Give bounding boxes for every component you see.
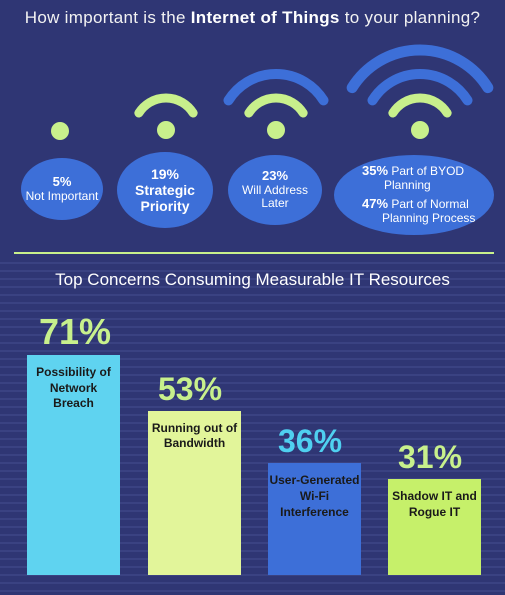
bar-value-label: 53% (158, 370, 223, 407)
bubble-label-line2: Later (261, 196, 289, 211)
bar-value-label: 31% (398, 438, 463, 475)
bubble-entry-byod: 35% Part of BYOD (362, 163, 475, 179)
bubble-pct: 47% (362, 196, 389, 211)
bar-category-line: Network (49, 380, 98, 395)
bubble-entry-normal: 47% Part of Normal (362, 196, 475, 212)
page-title: How important is the Internet of Things … (0, 8, 505, 28)
bubble-byod-planning: 35% Part of BYOD Planning 47% Part of No… (334, 155, 494, 235)
bar-category-line: Shadow IT and (392, 488, 477, 503)
wifi-dot-icon (267, 121, 285, 139)
wifi-dot-icon (51, 122, 69, 140)
wifi-dot-icon (157, 121, 175, 139)
bar-category-label: User-Generated Wi-Fi Interference (268, 473, 361, 520)
wifi-arc-icon (346, 44, 494, 94)
wifi-dot-icon (411, 121, 429, 139)
bubble-strategic-priority: 19% Strategic Priority (117, 152, 213, 228)
bar-1: Possibility of Network Breach 71% (27, 311, 120, 575)
chart-title: Top Concerns Consuming Measurable IT Res… (55, 270, 450, 289)
wifi-icons (51, 44, 494, 140)
wifi-arc-icon (223, 69, 329, 106)
title-text-after: to your planning? (344, 8, 481, 27)
bar-category-label: Running out of Bandwidth (148, 421, 241, 452)
wifi-arc-icon (367, 69, 473, 106)
bar-value-label: 71% (39, 311, 112, 352)
bubble-text-cont: Planning Process (382, 210, 476, 225)
wifi-arc-icon (244, 93, 308, 118)
bar-category-line: Wi-Fi (299, 489, 330, 504)
bubble-text-cont: Planning (384, 178, 431, 193)
bubble-text: Part of BYOD (391, 164, 465, 179)
bubble-text: Part of Normal (391, 197, 469, 211)
bubble-label: Not Important (25, 188, 99, 203)
bubble-label-line1: Will Address (241, 182, 309, 197)
bar-category-line: Interference (280, 504, 349, 519)
bubble-pct: 5% (52, 173, 72, 189)
bubble-pct: 19% (150, 165, 180, 182)
bubble-pct: 35% (362, 163, 389, 179)
title-text-before: How important is the (24, 8, 186, 27)
bar-category-line: Possibility of (36, 365, 111, 379)
bar-category-line: Rogue IT (408, 504, 461, 519)
bar-category-label: Shadow IT and Rogue IT (388, 489, 481, 520)
section-divider (14, 252, 494, 254)
bar-category-line: User-Generated (269, 473, 360, 488)
bar-2: Running out of Bandwidth 53% (148, 371, 241, 575)
bar-category-line: Breach (53, 396, 94, 411)
wifi-arc-icon (388, 93, 452, 118)
bubble-will-address-later: 23% Will Address Later (228, 155, 322, 225)
bubble-label-line2: Priority (140, 198, 190, 215)
bar-category-line: Bandwidth (163, 436, 226, 451)
title-text-bold: Internet of Things (190, 8, 340, 27)
bar-category-label: Possibility of Network Breach (27, 365, 120, 412)
wifi-arc-icon (134, 93, 198, 118)
bubble-pct: 23% (261, 167, 289, 183)
bubble-not-important: 5% Not Important (21, 158, 103, 220)
bubble-label-line1: Strategic (135, 181, 195, 198)
bar-category-line: Running out of (151, 420, 238, 435)
bar-4: Shadow IT and Rogue IT 31% (388, 439, 481, 575)
bar-value-label: 36% (278, 423, 343, 460)
bar-3: User-Generated Wi-Fi Interference 36% (268, 423, 361, 575)
